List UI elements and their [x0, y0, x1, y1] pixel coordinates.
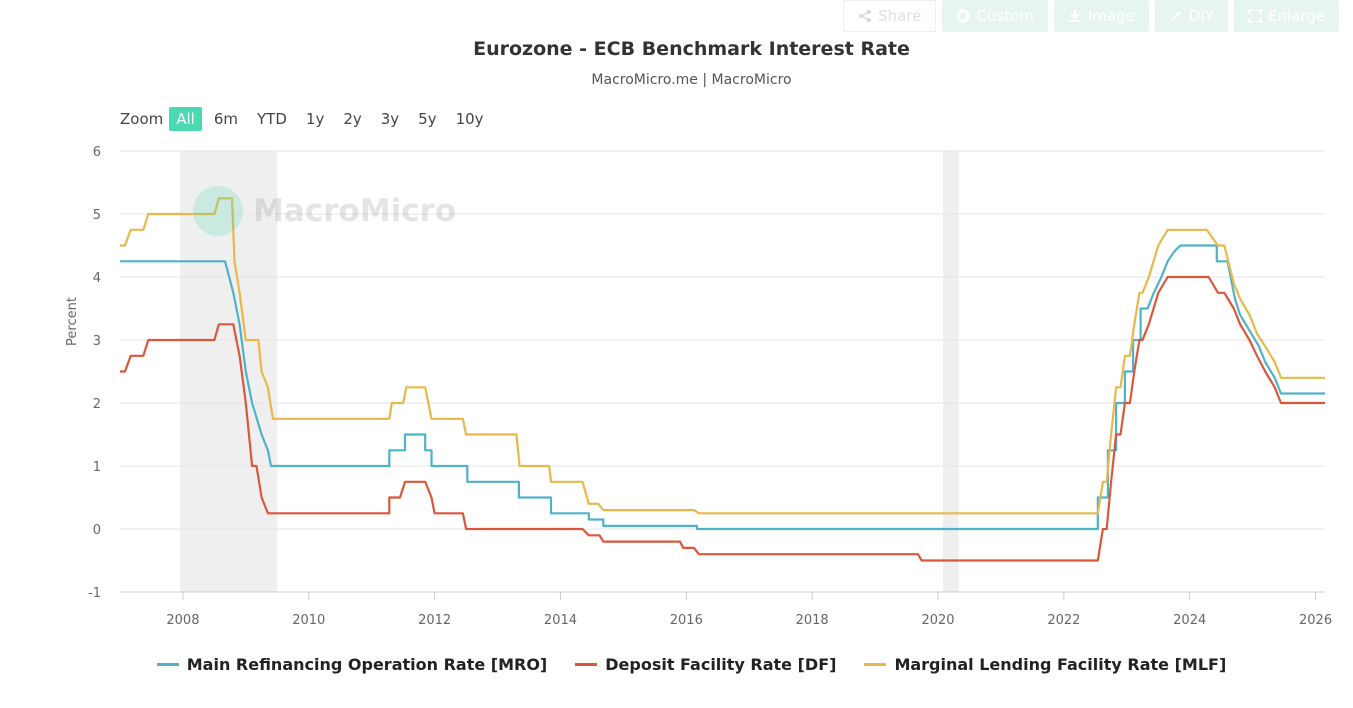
download-icon [1068, 10, 1081, 22]
y-tick-label: 3 [93, 334, 101, 349]
legend-swatch-mro [156, 663, 179, 666]
watermark: MacroMicro [193, 186, 456, 236]
x-tick-label: 2012 [418, 613, 451, 628]
image-label: Image [1087, 7, 1135, 25]
expand-icon [1248, 9, 1262, 23]
legend-item-mlf[interactable]: Marginal Lending Facility Rate [MLF] [864, 655, 1226, 674]
legend-swatch-mlf [864, 663, 887, 666]
x-tick-label: 2024 [1173, 613, 1206, 628]
zoom-10y-button[interactable]: 10y [455, 110, 484, 128]
share-label: Share [878, 7, 922, 25]
share-icon [859, 10, 872, 22]
legend-label-mlf: Marginal Lending Facility Rate [MLF] [894, 655, 1227, 674]
legend-item-df[interactable]: Deposit Facility Rate [DF] [575, 655, 836, 674]
zoom-5y-button[interactable]: 5y [418, 110, 437, 128]
gear-icon [956, 9, 970, 23]
enlarge-label: Enlarge [1268, 7, 1325, 25]
watermark-text: MacroMicro [253, 193, 457, 229]
x-tick-label: 2020 [921, 613, 954, 628]
y-tick-label: 5 [93, 208, 101, 223]
x-tick-label: 2016 [670, 613, 703, 628]
legend-item-mro[interactable]: Main Refinancing Operation Rate [MRO] [156, 655, 548, 674]
recession-band-1 [943, 151, 959, 592]
legend-swatch-df [575, 663, 598, 666]
enlarge-button[interactable]: Enlarge [1234, 0, 1339, 32]
x-tick-label: 2018 [796, 613, 829, 628]
zoom-3y-button[interactable]: 3y [380, 110, 400, 128]
x-tick-label: 2010 [292, 613, 325, 628]
macromicro-logo-icon [193, 186, 243, 236]
x-tick-label: 2026 [1299, 613, 1332, 628]
x-tick-label: 2014 [544, 613, 577, 628]
pencil-icon [1170, 11, 1181, 21]
zoom-6m-button[interactable]: 6m [213, 110, 239, 128]
zoom-selector: Zoom All 6m YTD 1y 2y 3y 5y 10y [114, 107, 496, 131]
series-line-df [120, 275, 1325, 562]
x-tick-label: 2022 [1047, 613, 1080, 628]
zoom-2y-button[interactable]: 2y [343, 110, 362, 128]
zoom-all-button[interactable]: All [169, 107, 202, 131]
legend: Main Refinancing Operation Rate [MRO] De… [0, 655, 1353, 674]
zoom-1y-button[interactable]: 1y [305, 110, 325, 128]
y-tick-label: 1 [93, 460, 101, 475]
series-line-mro [120, 244, 1325, 531]
y-tick-label: 2 [93, 397, 101, 412]
y-tick-label: 4 [93, 271, 101, 286]
zoom-ytd-button[interactable]: YTD [257, 110, 287, 128]
chart-title: Eurozone - ECB Benchmark Interest Rate [473, 38, 910, 60]
legend-label-df: Deposit Facility Rate [DF] [605, 655, 837, 674]
toolbar: Share Custom Image DIY Enlarge [843, 0, 1339, 32]
legend-label-mro: Main Refinancing Operation Rate [MRO] [186, 655, 548, 674]
y-tick-label: 0 [93, 523, 101, 538]
custom-button[interactable]: Custom [942, 0, 1048, 32]
x-tick-label: 2008 [166, 613, 199, 628]
y-axis-label: Percent [65, 297, 80, 346]
series-line-mlf [120, 197, 1325, 515]
share-button[interactable]: Share [843, 0, 937, 32]
chart-subtitle: MacroMicro.me | MacroMicro [591, 72, 792, 88]
diy-button[interactable]: DIY [1154, 0, 1228, 32]
custom-label: Custom [976, 7, 1034, 25]
y-tick-label: 6 [93, 145, 101, 160]
diy-label: DIY [1188, 7, 1214, 25]
y-tick-label: -1 [88, 586, 101, 601]
zoom-label: Zoom [120, 110, 164, 128]
image-button[interactable]: Image [1053, 0, 1149, 32]
